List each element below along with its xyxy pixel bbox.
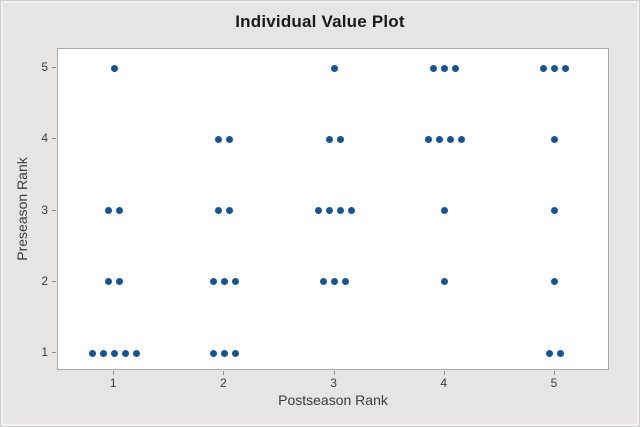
data-point	[556, 349, 564, 357]
data-point	[551, 207, 559, 215]
x-tick-label: 2	[220, 376, 227, 390]
data-point	[441, 64, 449, 72]
data-point	[441, 278, 449, 286]
data-point	[446, 135, 454, 143]
data-point	[220, 278, 228, 286]
data-point	[314, 207, 322, 215]
x-tick-mark	[333, 371, 335, 375]
x-tick-label: 5	[550, 376, 558, 390]
data-point	[99, 349, 107, 357]
data-point	[116, 207, 124, 215]
y-tick-label: 1	[41, 345, 48, 360]
y-tick-mark	[52, 280, 56, 282]
data-point	[209, 349, 217, 357]
data-point	[88, 349, 96, 357]
x-tick-mark	[443, 371, 445, 375]
y-tick-mark	[52, 138, 56, 140]
data-point	[424, 135, 432, 143]
data-point	[116, 278, 124, 286]
x-tick-mark	[553, 371, 555, 375]
plot-area	[57, 48, 609, 370]
data-point	[545, 349, 553, 357]
data-point	[110, 64, 118, 72]
data-point	[551, 135, 559, 143]
chart-title: Individual Value Plot	[235, 12, 405, 31]
y-tick-mark	[52, 352, 56, 354]
x-tick-label: 3	[330, 376, 337, 390]
data-point	[320, 278, 328, 286]
data-point	[121, 349, 129, 357]
data-point	[325, 207, 333, 215]
x-tick-label: 1	[109, 376, 117, 390]
data-point	[457, 135, 465, 143]
data-point	[215, 207, 223, 215]
data-point	[441, 207, 449, 215]
data-point	[551, 278, 559, 286]
data-point	[562, 64, 570, 72]
data-point	[336, 135, 344, 143]
data-point	[325, 135, 333, 143]
y-tick-label: 3	[41, 202, 48, 217]
data-point	[342, 278, 350, 286]
data-point	[336, 207, 344, 215]
y-tick-mark	[52, 209, 56, 211]
data-point	[132, 349, 140, 357]
data-point	[226, 135, 234, 143]
data-point	[105, 207, 113, 215]
data-point	[347, 207, 355, 215]
data-point	[231, 349, 239, 357]
data-point	[105, 278, 113, 286]
data-point	[215, 135, 223, 143]
data-point	[551, 64, 559, 72]
data-point	[430, 64, 438, 72]
y-tick-mark	[52, 67, 56, 69]
data-point	[231, 278, 239, 286]
y-axis-title: Preseason Rank	[14, 157, 30, 261]
x-tick-mark	[113, 371, 115, 375]
data-point	[220, 349, 228, 357]
y-tick-label: 2	[41, 273, 48, 288]
y-tick-label: 5	[41, 60, 48, 75]
data-point	[540, 64, 548, 72]
data-point	[209, 278, 217, 286]
x-tick-mark	[223, 371, 225, 375]
x-tick-label: 4	[440, 376, 448, 390]
data-point	[435, 135, 443, 143]
data-point	[226, 207, 234, 215]
data-point	[110, 349, 118, 357]
data-point	[331, 278, 339, 286]
data-point	[331, 64, 339, 72]
x-axis-title: Postseason Rank	[278, 392, 388, 408]
data-point	[452, 64, 460, 72]
y-tick-label: 4	[41, 131, 48, 146]
